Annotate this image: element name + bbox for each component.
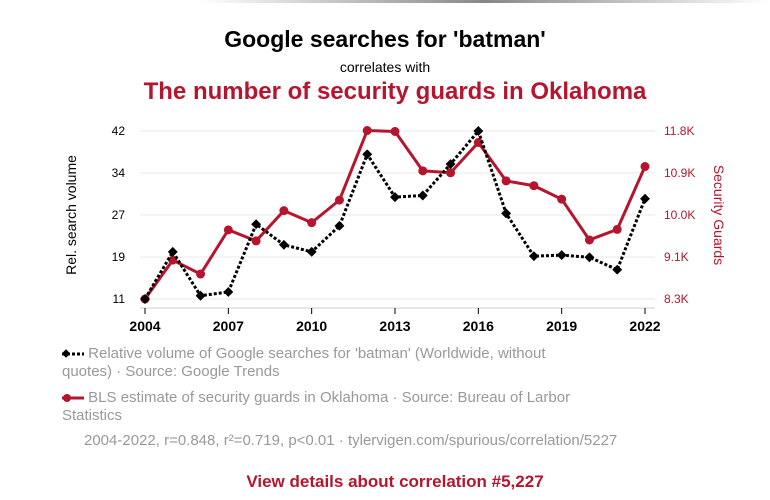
legend-item-searches: Relative volume of Google searches for '… xyxy=(62,345,582,381)
x-tick-label: 2022 xyxy=(629,318,660,334)
data-point xyxy=(167,246,178,257)
left-tick-label: 34 xyxy=(112,166,126,180)
left-tick-label: 19 xyxy=(112,250,126,264)
data-point xyxy=(501,208,512,219)
right-tick-label: 8.3K xyxy=(664,292,689,306)
left-tick-label: 42 xyxy=(112,124,126,138)
data-point xyxy=(612,224,622,234)
x-tick-label: 2007 xyxy=(213,318,244,334)
legend-line-circle-icon xyxy=(62,394,84,403)
correlation-stats: 2004-2022, r=0.848, r²=0.719, p<0.01 · t… xyxy=(84,432,618,449)
right-tick-label: 10.0K xyxy=(664,208,695,222)
data-point xyxy=(528,251,539,262)
legend-dotted-diamond-icon xyxy=(62,349,84,358)
data-point xyxy=(501,176,511,186)
data-point xyxy=(195,290,206,301)
legend-label-guards: BLS estimate of security guards in Oklah… xyxy=(62,389,571,424)
data-point xyxy=(279,206,289,216)
data-point xyxy=(196,269,206,279)
top-divider xyxy=(200,0,770,3)
data-point xyxy=(529,181,539,191)
data-point xyxy=(557,194,567,204)
data-point xyxy=(278,239,289,250)
data-point xyxy=(390,192,400,203)
data-point xyxy=(418,166,428,176)
data-point xyxy=(334,220,345,231)
chart-title-2: The number of security guards in Oklahom… xyxy=(143,78,647,105)
data-point xyxy=(584,252,595,263)
data-point xyxy=(390,126,400,136)
legend-item-guards: BLS estimate of security guards in Oklah… xyxy=(62,389,602,425)
data-point xyxy=(640,193,650,204)
data-point xyxy=(140,294,150,304)
left-tick-label: 11 xyxy=(113,292,126,306)
data-point xyxy=(417,190,428,201)
chart-subtitle: correlates with xyxy=(339,59,431,75)
data-point xyxy=(334,195,344,205)
data-point xyxy=(473,126,484,136)
left-axis-label: Rel. search volume xyxy=(63,155,79,275)
data-point xyxy=(612,264,623,275)
data-point xyxy=(306,246,317,257)
left-tick-label: 27 xyxy=(112,208,126,222)
chart-title: Google searches for 'batman' xyxy=(224,26,546,52)
right-tick-label: 11.8K xyxy=(664,124,694,138)
line-chart: 42 34 27 19 11 11.8K 10.9K 10.0K 9.1K 8.3K 2004 200… xyxy=(63,124,727,334)
data-point xyxy=(445,159,456,170)
x-tick-label: 2013 xyxy=(379,318,410,334)
right-axis-label: Security Guards xyxy=(711,165,727,265)
data-point xyxy=(251,236,261,246)
data-point xyxy=(473,138,483,148)
view-details-link[interactable]: View details about correlation #5,227 xyxy=(246,472,544,491)
right-tick-label: 10.9K xyxy=(664,166,695,180)
data-point xyxy=(362,126,372,136)
data-point xyxy=(223,287,234,297)
data-point xyxy=(362,149,373,160)
x-tick-label: 2004 xyxy=(129,318,160,334)
data-point xyxy=(223,225,233,235)
legend-label-searches: Relative volume of Google searches for '… xyxy=(62,345,546,380)
data-point xyxy=(251,219,262,230)
data-point xyxy=(446,168,456,178)
x-tick-label: 2010 xyxy=(296,318,327,334)
data-point xyxy=(556,250,567,261)
data-point xyxy=(640,162,650,172)
x-tick-label: 2016 xyxy=(463,318,494,334)
right-tick-label: 9.1K xyxy=(664,250,689,264)
x-tick-label: 2019 xyxy=(546,318,577,334)
data-point xyxy=(307,218,317,228)
data-point xyxy=(584,235,594,245)
